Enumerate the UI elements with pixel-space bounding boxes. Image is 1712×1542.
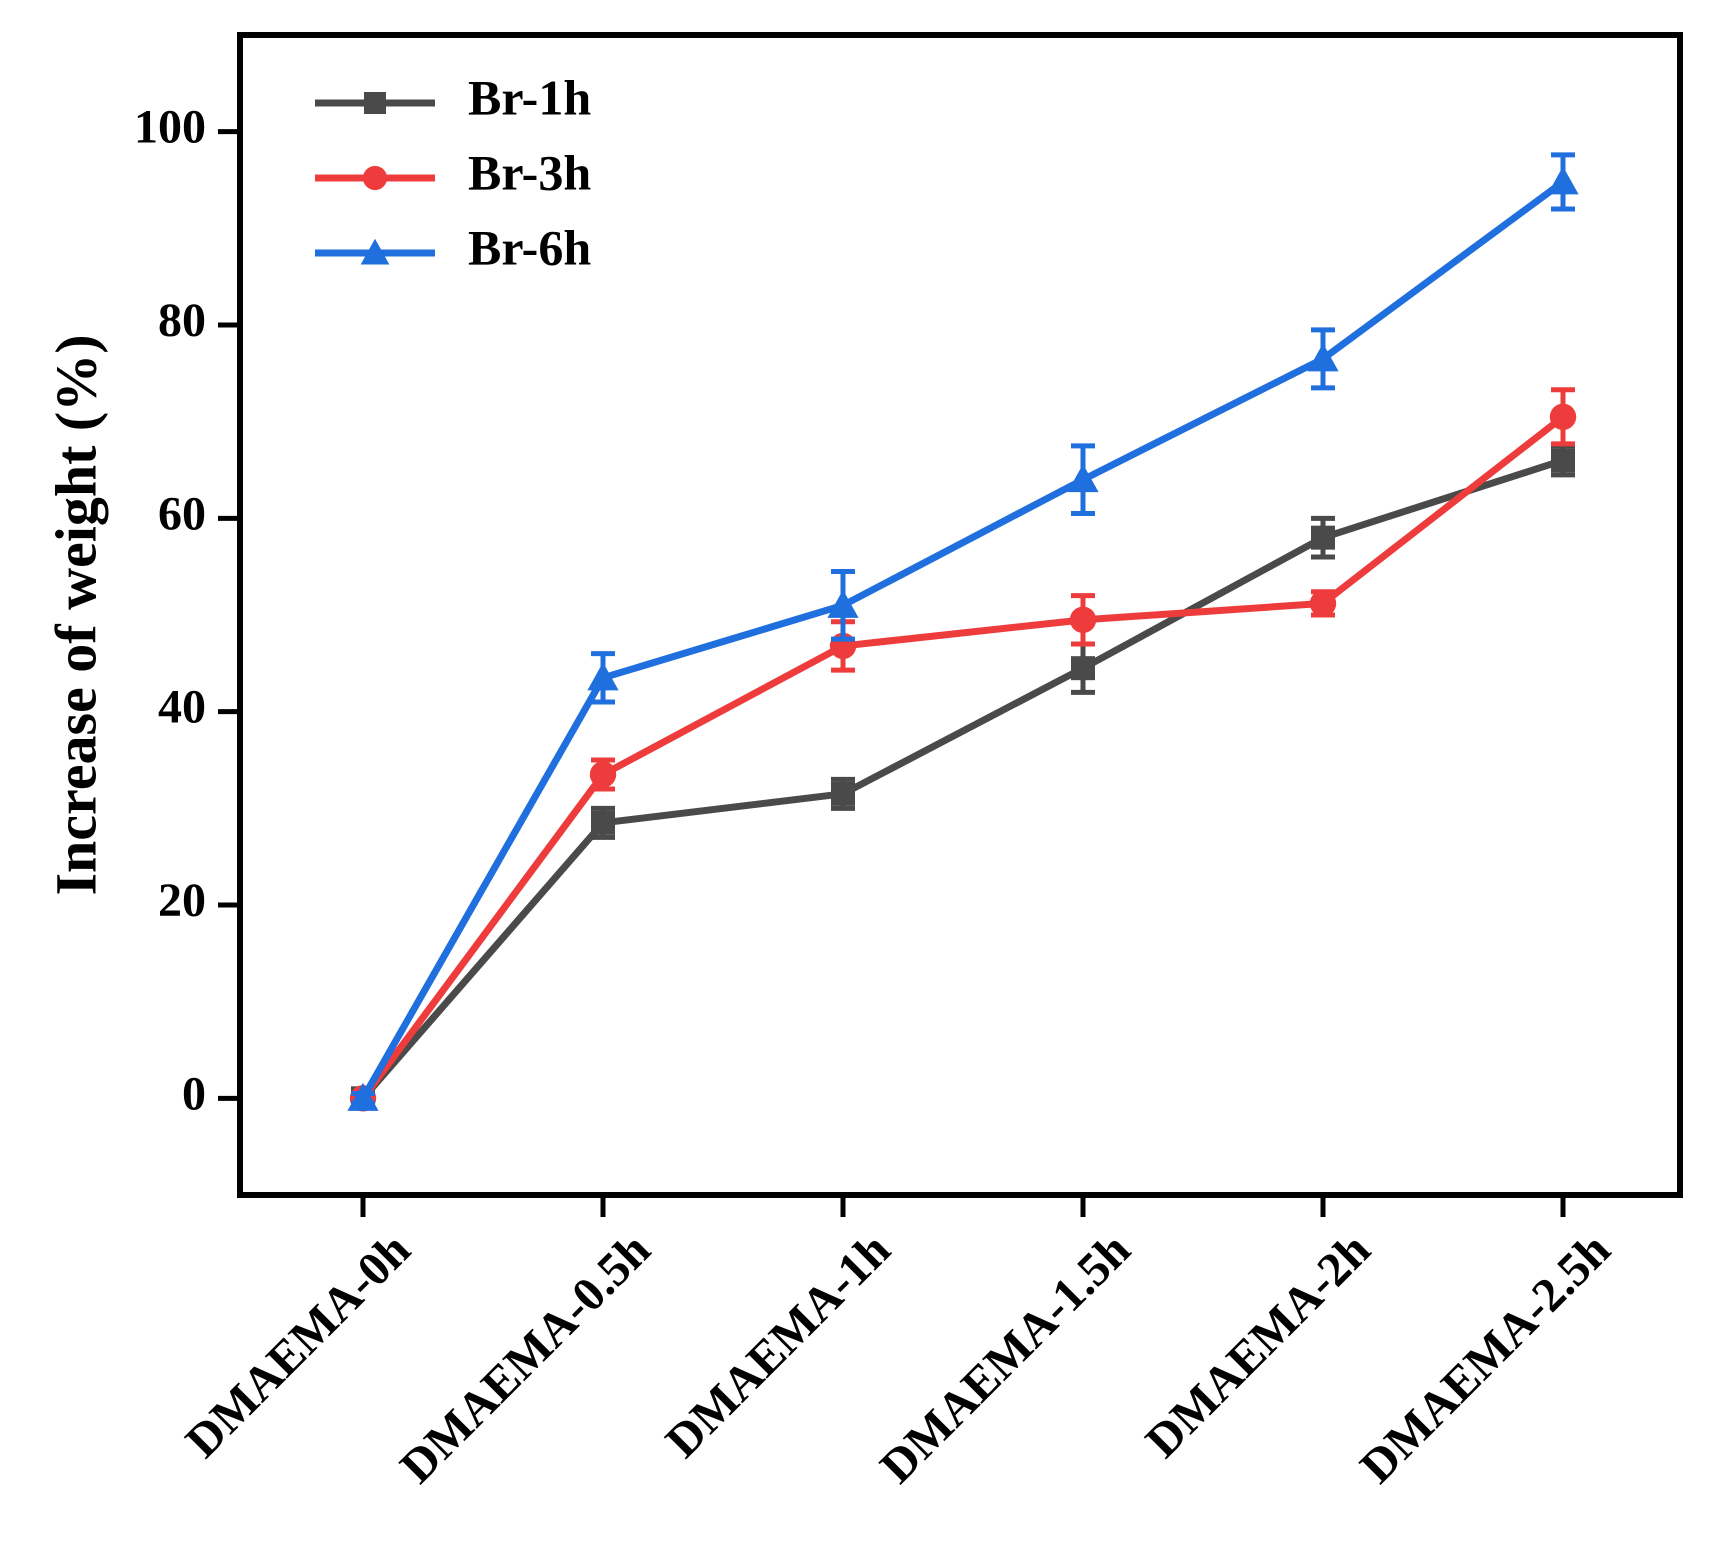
plot-area xyxy=(347,152,1579,1112)
series-line xyxy=(359,179,1566,1101)
legend-item-br-1h: Br-1h xyxy=(315,69,591,125)
data-point xyxy=(827,589,859,618)
series-br-3h xyxy=(349,387,1577,1112)
y-tick-label: 100 xyxy=(134,101,206,154)
data-point xyxy=(347,1082,379,1111)
y-tick-label: 80 xyxy=(158,294,206,347)
data-point xyxy=(587,662,619,691)
x-tick-label: DMAEMA-1h xyxy=(656,1223,901,1468)
data-point xyxy=(1309,590,1337,617)
x-tick-label: DMAEMA-2.5h xyxy=(1350,1223,1620,1493)
x-tick-label: DMAEMA-2h xyxy=(1136,1223,1381,1468)
legend-item-br-3h: Br-3h xyxy=(315,144,591,200)
y-tick-label: 40 xyxy=(158,681,206,734)
y-tick-label: 0 xyxy=(182,1067,206,1120)
data-point xyxy=(1071,656,1095,681)
x-axis: DMAEMA-0hDMAEMA-0.5hDMAEMA-1hDMAEMA-1.5h… xyxy=(176,1195,1621,1493)
data-point xyxy=(1307,343,1339,372)
data-point xyxy=(1067,464,1099,493)
legend-marker xyxy=(360,238,390,265)
series-br-6h xyxy=(347,152,1579,1111)
y-tick-label: 60 xyxy=(158,487,206,540)
data-point xyxy=(1311,525,1335,550)
data-point xyxy=(1549,403,1577,431)
data-point xyxy=(1547,166,1579,195)
legend-label: Br-3h xyxy=(468,144,591,200)
plot-frame xyxy=(237,32,1683,1198)
y-tick-label: 20 xyxy=(158,874,206,927)
legend-marker xyxy=(364,92,386,114)
x-tick-label: DMAEMA-1.5h xyxy=(870,1223,1140,1493)
data-point xyxy=(1069,606,1097,634)
x-tick-label: DMAEMA-0.5h xyxy=(390,1223,660,1493)
series-line xyxy=(360,457,1565,1101)
legend-item-br-6h: Br-6h xyxy=(315,219,591,275)
series-line xyxy=(360,414,1566,1101)
legend-label: Br-6h xyxy=(468,219,591,275)
legend-marker xyxy=(362,165,388,191)
data-point xyxy=(591,810,615,835)
data-point xyxy=(831,781,855,806)
y-axis: 0 20 40 60 80 100 xyxy=(134,101,240,1120)
data-point xyxy=(1551,448,1575,473)
y-axis-title: Increase of weight (%) xyxy=(43,334,108,895)
data-point xyxy=(589,761,617,788)
legend: Br-1h Br-3h Br-6h xyxy=(315,69,591,275)
legend-label: Br-1h xyxy=(468,69,591,125)
x-tick-label: DMAEMA-0h xyxy=(176,1223,421,1468)
